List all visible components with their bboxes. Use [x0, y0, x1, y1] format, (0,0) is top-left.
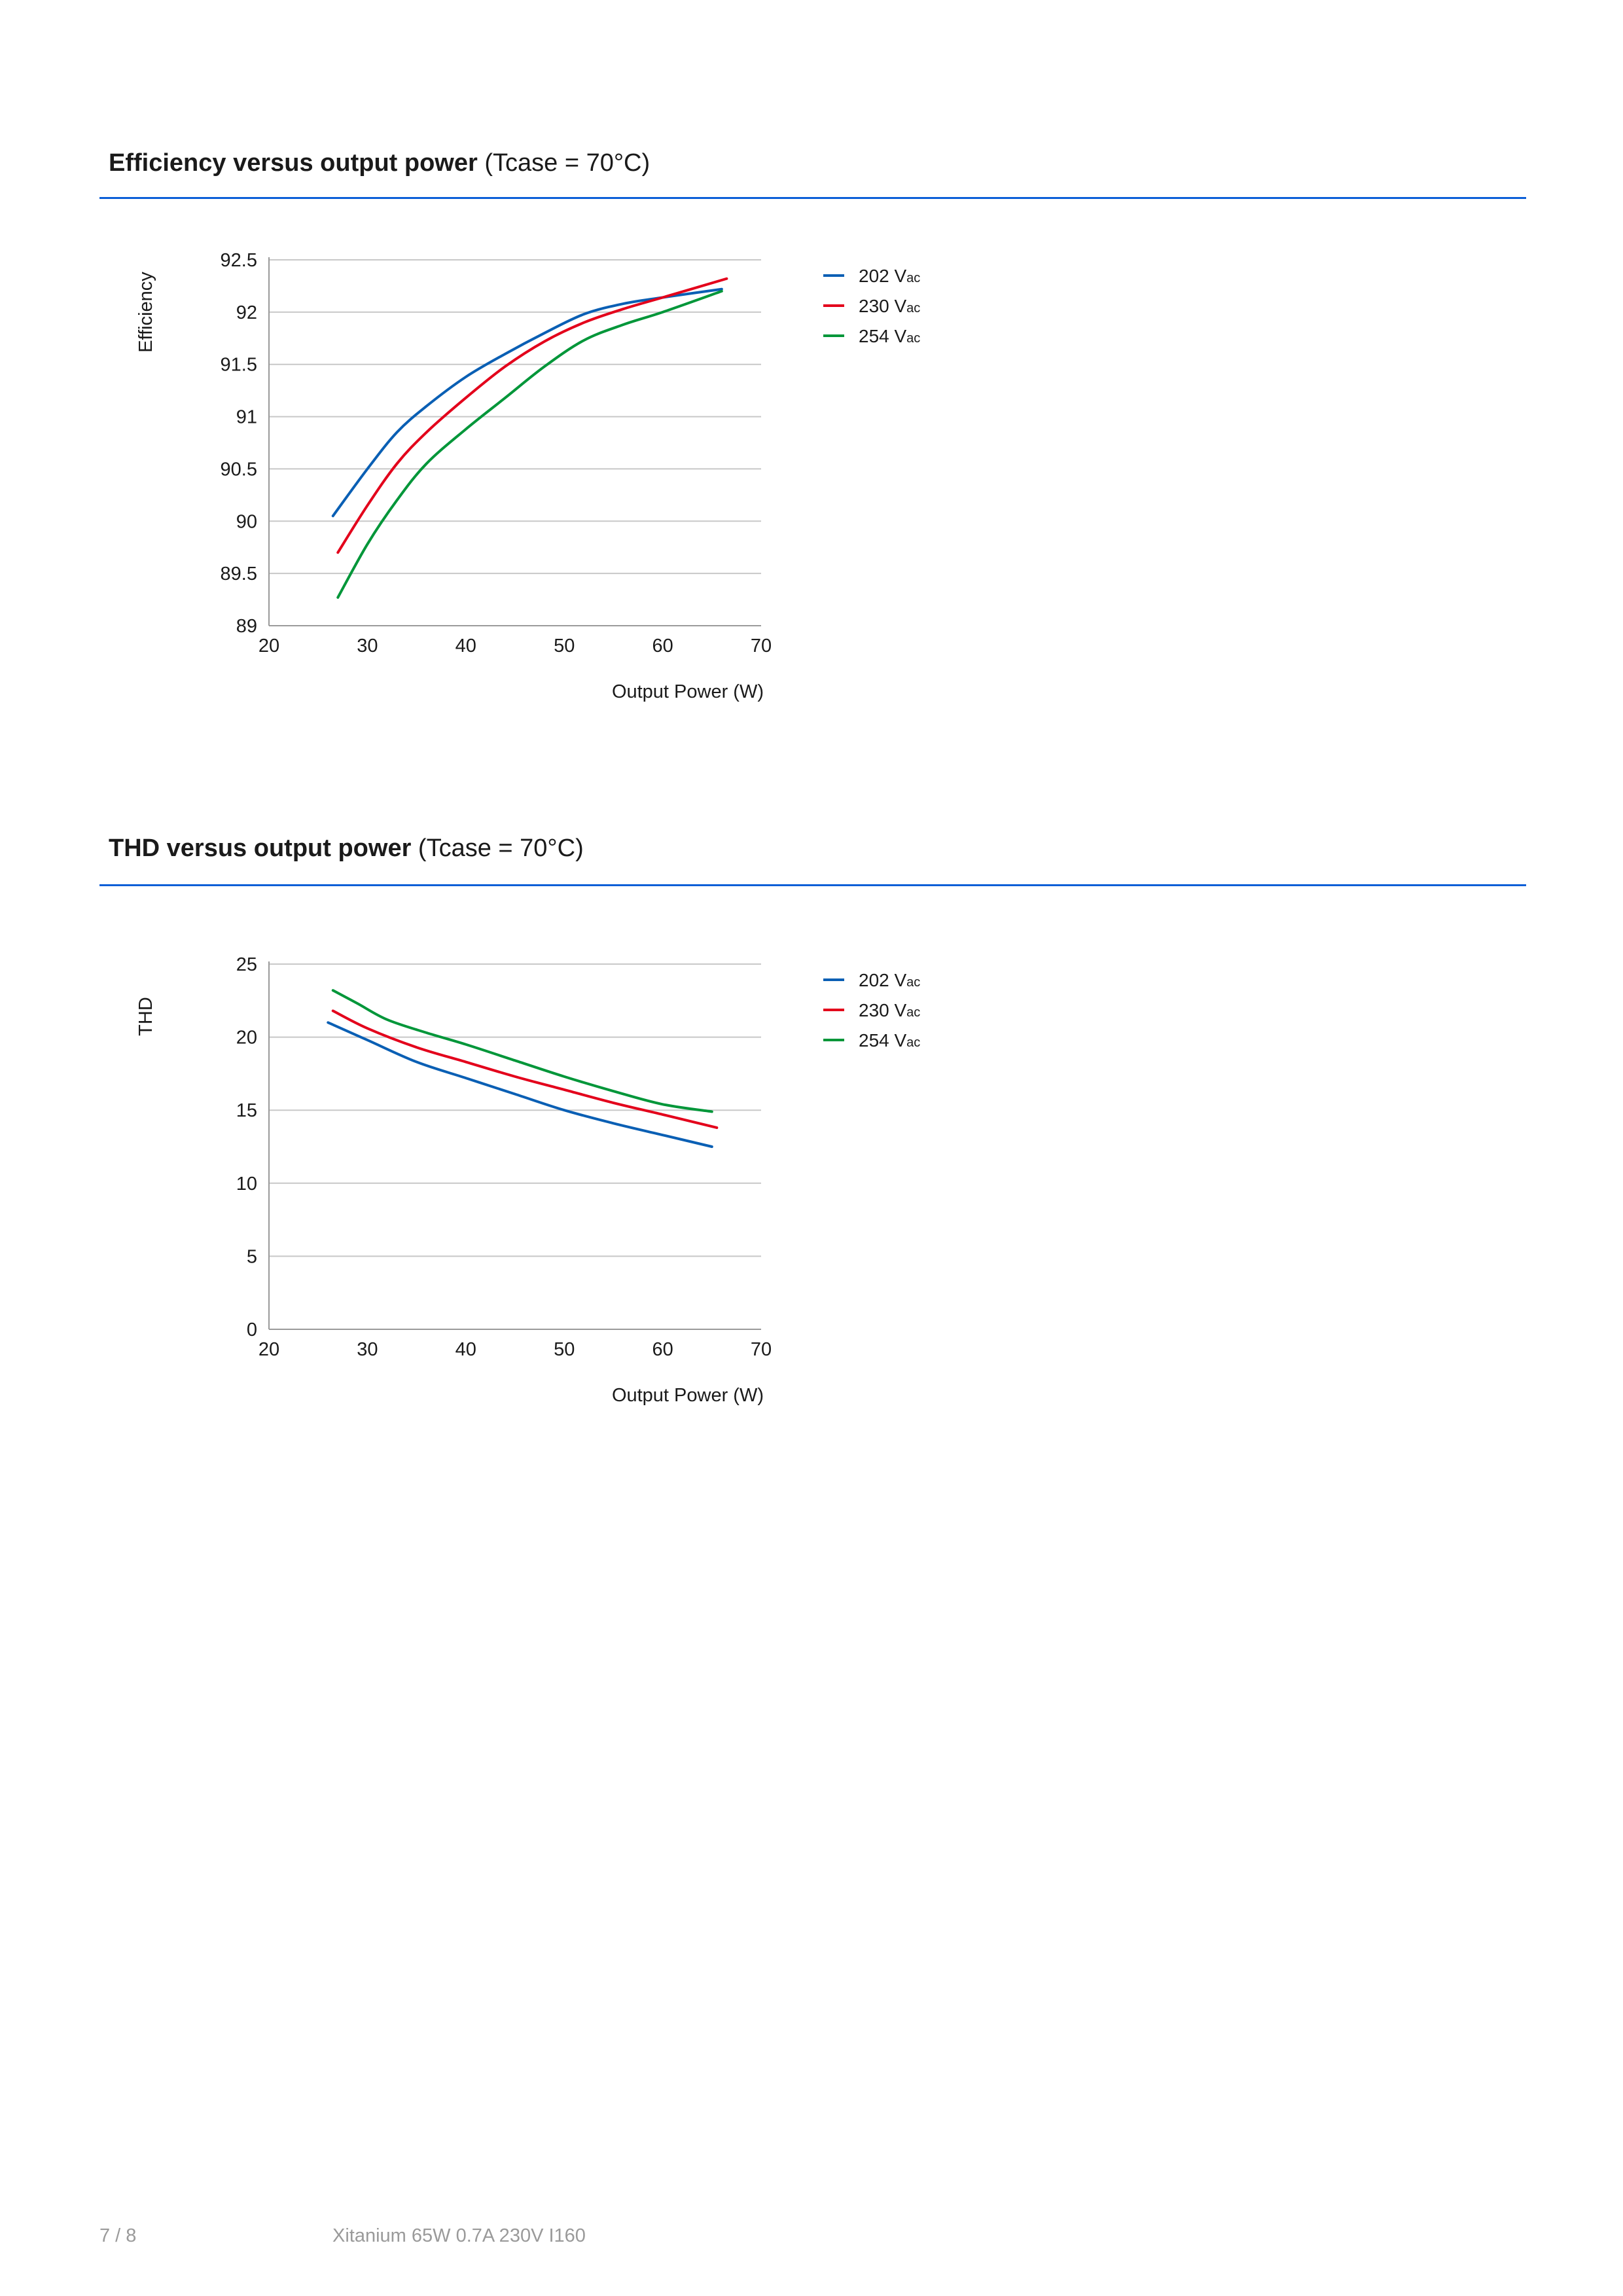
x-tick-label: 50 [554, 636, 575, 656]
x-tick-label: 30 [357, 1339, 378, 1360]
y-tick-label: 5 [247, 1246, 257, 1267]
y-tick-label: 20 [236, 1028, 257, 1049]
x-tick-label: 20 [259, 1339, 279, 1360]
x-tick-label: 70 [751, 1339, 772, 1360]
thd-title-condition: (Tcase = 70°C) [411, 834, 584, 862]
efficiency-section-title: Efficiency versus output power (Tcase = … [109, 149, 650, 177]
series-line-254 [336, 289, 723, 599]
y-tick-label: 92.5 [221, 250, 257, 271]
x-tick-label: 40 [455, 1339, 476, 1360]
x-tick-label: 70 [751, 636, 772, 656]
y-tick-label: 89 [236, 616, 257, 637]
y-tick-label: 90.5 [221, 459, 257, 480]
legend-label: 230 Vac [859, 296, 920, 316]
series-line-230 [336, 277, 728, 554]
y-axis-label: THD [135, 997, 156, 1036]
efficiency-chart: 89 89.5 90 90.5 91 91.5 92 92.5 20 30 40 50 60 70 Outp… [135, 250, 920, 702]
y-tick-label: 0 [247, 1319, 257, 1340]
x-axis-label: Output Power (W) [612, 1385, 764, 1406]
y-tick-label: 90 [236, 511, 257, 532]
y-tick-label: 89.5 [221, 564, 257, 584]
series-line-254 [331, 989, 713, 1113]
legend-label: 202 Vac [859, 266, 920, 286]
x-tick-label: 40 [455, 636, 476, 656]
product-name: Xitanium 65W 0.7A 230V I160 [332, 2225, 586, 2246]
series-line-202 [327, 1021, 713, 1148]
x-tick-label: 50 [554, 1339, 575, 1360]
y-axis-label: Efficiency [135, 272, 156, 353]
y-tick-label: 92 [236, 302, 257, 323]
thd-title-bold: THD versus output power [109, 834, 412, 862]
y-tick-label: 10 [236, 1174, 257, 1194]
legend-label: 254 Vac [859, 326, 920, 346]
page-number: 7 / 8 [99, 2225, 137, 2246]
thd-section-rule [99, 884, 1526, 886]
y-tick-label: 91 [236, 407, 257, 428]
y-tick-label: 91.5 [221, 355, 257, 376]
thd-chart: 0 5 10 15 20 25 20 30 40 50 60 70 Output Power (W) TH… [135, 954, 920, 1406]
x-axis-label: Output Power (W) [612, 681, 764, 702]
legend-label: 202 Vac [859, 970, 920, 990]
x-tick-label: 60 [652, 1339, 673, 1360]
x-tick-label: 30 [357, 636, 378, 656]
y-tick-label: 25 [236, 954, 257, 975]
y-tick-label: 15 [236, 1100, 257, 1121]
thd-section-title: THD versus output power (Tcase = 70°C) [109, 834, 584, 863]
x-tick-label: 60 [652, 636, 673, 656]
efficiency-title-bold: Efficiency versus output power [109, 149, 478, 177]
efficiency-section-rule [99, 197, 1526, 199]
legend-label: 254 Vac [859, 1030, 920, 1050]
x-tick-label: 20 [259, 636, 279, 656]
series-line-202 [331, 287, 723, 518]
legend-label: 230 Vac [859, 1000, 920, 1020]
series-line-230 [331, 1009, 719, 1129]
efficiency-title-condition: (Tcase = 70°C) [477, 149, 651, 177]
